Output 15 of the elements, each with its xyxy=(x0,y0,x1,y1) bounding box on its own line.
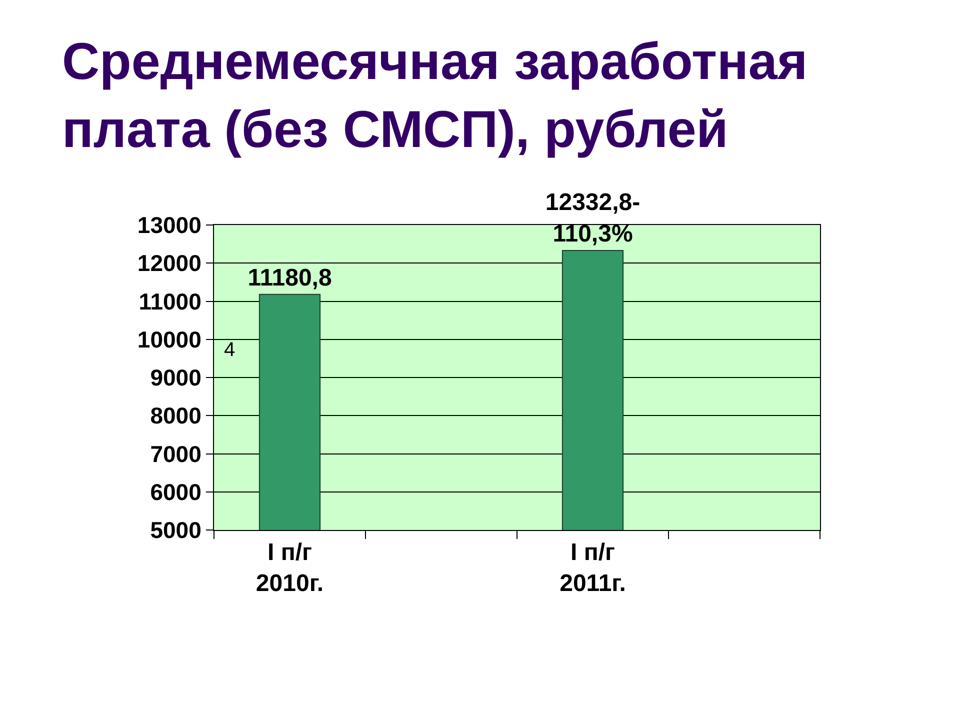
y-tick-label: 11000 xyxy=(138,288,202,314)
y-tick-label: 10000 xyxy=(137,326,202,352)
x-tick-label: I п/г 2011г. xyxy=(560,538,626,597)
y-tick-label: 5000 xyxy=(150,517,202,544)
x-tick-label: I п/г 2010г. xyxy=(256,538,324,597)
y-tick-label: 13000 xyxy=(137,212,202,238)
y-tick-label: 7000 xyxy=(150,440,202,467)
data-label: 11180,8 xyxy=(248,264,332,292)
y-tick-label: 6000 xyxy=(150,478,202,505)
chart-title: Среднемесячная заработная плата (без СМСП), рублей xyxy=(62,33,808,159)
data-label: 12332,8- 110,3% xyxy=(545,189,640,248)
annotation: 4 xyxy=(224,339,236,361)
y-tick-label: 8000 xyxy=(150,402,202,429)
y-tick-label: 12000 xyxy=(137,250,202,276)
y-tick-label: 9000 xyxy=(150,364,202,391)
